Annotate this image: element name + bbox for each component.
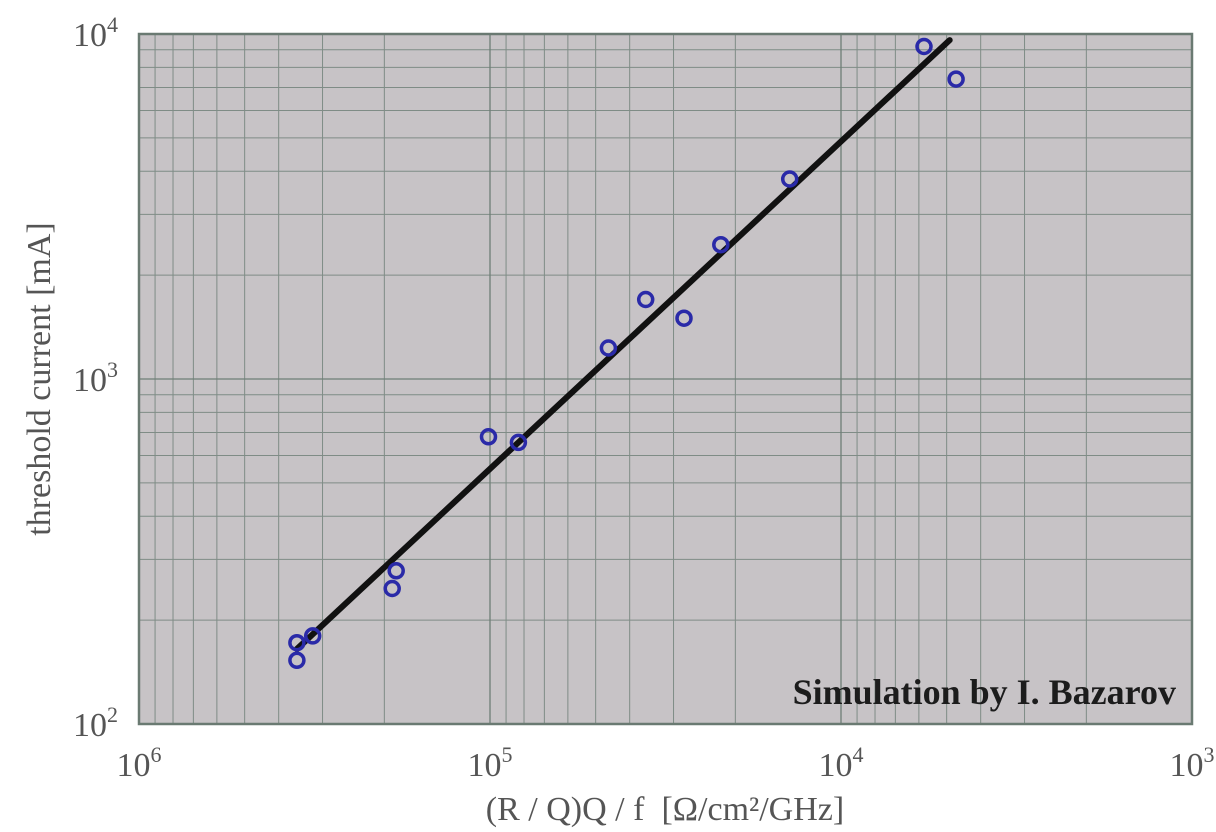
data-point [303,627,322,645]
data-point [479,428,498,446]
plot-frame [137,32,1194,726]
data-point [288,651,306,670]
y-tick-label: 102 [73,702,118,744]
tick-labels: 106 105 104 103 102 103 104 [73,12,1215,784]
data-point [383,579,401,598]
data-point [288,633,306,652]
y-tick-label: 104 [73,12,118,54]
data-point [387,562,405,580]
simulation-credit: Simulation by I. Bazarov [793,672,1176,712]
data-point [712,235,730,254]
series-layer [288,37,965,670]
data-point [675,309,693,327]
x-tick-label: 103 [1170,742,1215,784]
x-tick-label: 104 [819,742,864,784]
fit-line [293,37,953,652]
data-point [947,70,965,88]
data-point [636,290,655,309]
x-tick-label: 106 [117,742,162,784]
data-point [780,170,799,188]
data-point [599,339,618,357]
data-point [509,433,528,452]
x-tick-label: 105 [468,742,513,784]
x-axis-label: (R / Q)Q / f [Ω/cm²/GHz] [486,791,844,828]
y-tick-label: 103 [73,357,118,399]
data-point [915,37,933,56]
y-axis-label: threshold current [mA] [21,222,58,535]
